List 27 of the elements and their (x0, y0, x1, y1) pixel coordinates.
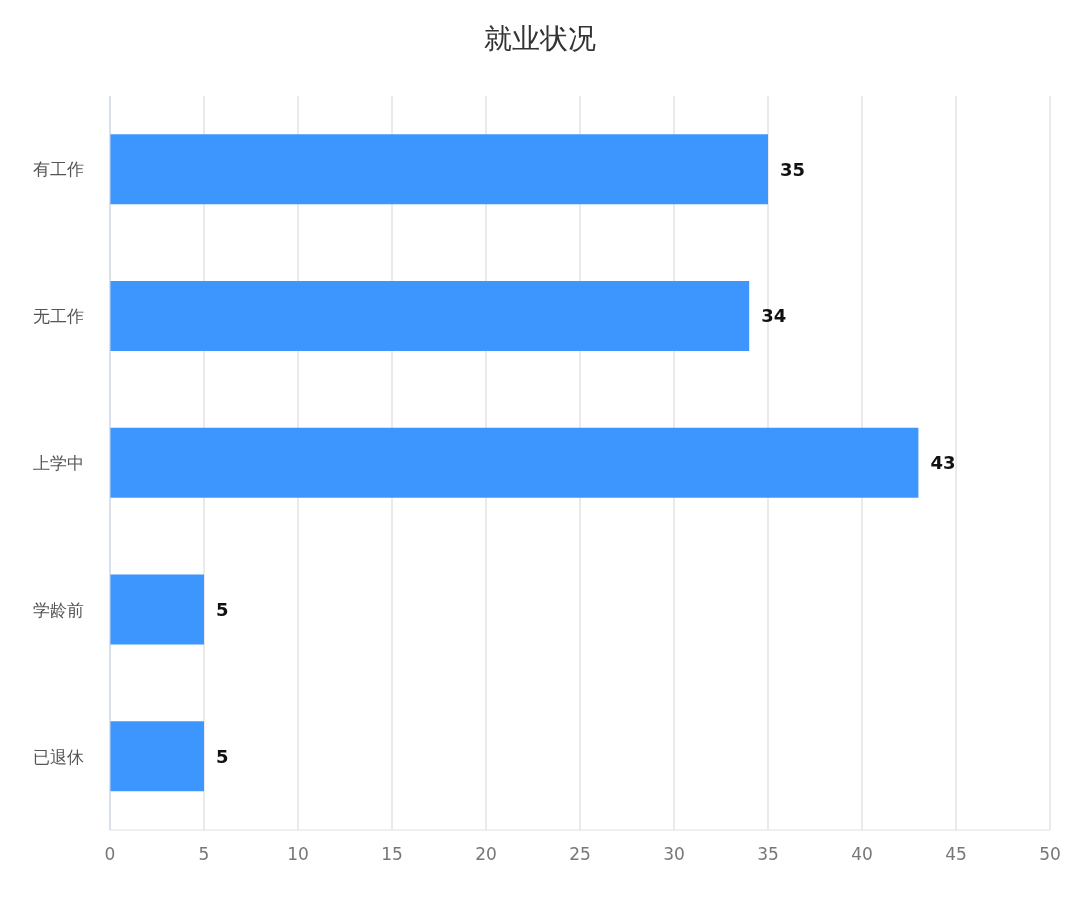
bar (110, 280, 750, 351)
x-tick-label: 35 (757, 844, 779, 865)
chart-title: 就业状况 (483, 21, 597, 57)
data-label: 34 (761, 305, 787, 327)
y-tick-label: 学龄前 (33, 599, 84, 620)
y-tick-label: 已退休 (33, 746, 84, 767)
bar (110, 427, 919, 498)
x-tick-label: 0 (104, 844, 116, 865)
x-tick-label: 10 (287, 844, 309, 865)
x-tick-label: 25 (569, 844, 591, 865)
y-tick-label: 上学中 (33, 453, 84, 474)
data-label: 35 (780, 158, 806, 180)
x-tick-label: 45 (945, 844, 967, 865)
data-label: 43 (930, 452, 956, 474)
data-label: 5 (216, 745, 229, 767)
x-tick-label: 20 (475, 844, 497, 865)
data-label: 5 (216, 598, 229, 620)
y-tick-label: 有工作 (33, 159, 84, 180)
y-tick-label: 无工作 (33, 306, 84, 327)
x-tick-label: 50 (1039, 844, 1061, 865)
bar (110, 134, 768, 205)
bar (110, 574, 204, 645)
x-tick-label: 5 (198, 844, 210, 865)
bar (110, 721, 204, 792)
x-tick-label: 40 (851, 844, 873, 865)
x-tick-label: 15 (381, 844, 403, 865)
x-tick-label: 30 (663, 844, 685, 865)
